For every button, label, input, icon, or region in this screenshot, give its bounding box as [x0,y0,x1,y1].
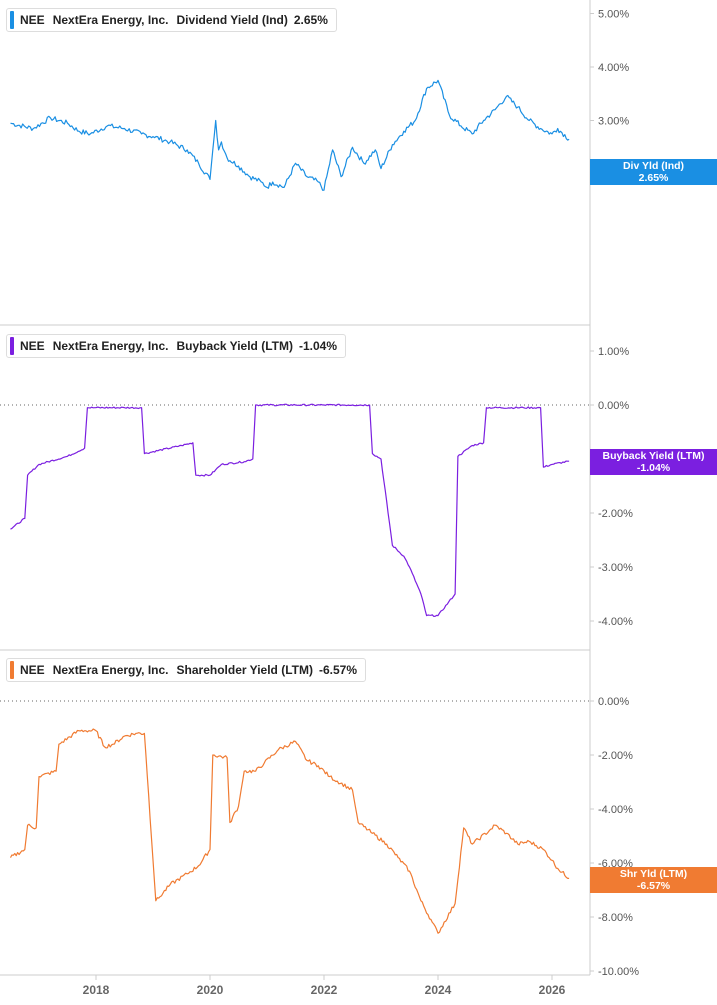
y-tick-label: -3.00% [598,562,633,574]
x-tick-label: 2018 [83,983,110,997]
y-tick-label: 1.00% [598,346,629,358]
badge-shareholder-yield: Shr Yld (LTM) -6.57% [590,867,717,893]
legend-value: -6.57% [318,663,358,677]
y-tick-label: 0.00% [598,696,629,708]
badge-dividend-yield: Div Yld (Ind) 2.65% [590,159,717,185]
badge-value: -6.57% [636,880,671,892]
y-tick-label: 4.00% [598,62,629,74]
badge-label: Shr Yld (LTM) [619,868,688,880]
dividend-yield-line [10,79,570,191]
y-tick-label: -4.00% [598,616,633,628]
legend-company: NextEra Energy, Inc. [52,13,169,27]
legend-dividend-yield: NEE NextEra Energy, Inc. Dividend Yield … [6,8,337,32]
badge-label: Div Yld (Ind) [622,160,685,172]
y-tick-label: -2.00% [598,508,633,520]
legend-shareholder-yield: NEE NextEra Energy, Inc. Shareholder Yie… [6,658,367,682]
badge-value: 2.65% [638,172,669,184]
badge-buyback-yield: Buyback Yield (LTM) -1.04% [590,449,717,475]
legend-company: NextEra Energy, Inc. [52,663,169,677]
legend-ticker: NEE [20,339,45,353]
y-tick-label: -8.00% [598,912,633,924]
legend-color-swatch [10,661,14,679]
y-tick-label: -10.00% [598,966,639,978]
buyback-yield-line [10,403,570,617]
legend-value: -1.04% [298,339,338,353]
y-tick-label: 0.00% [598,400,629,412]
y-tick-label: 5.00% [598,9,629,21]
legend-metric: Dividend Yield (Ind) [176,13,288,27]
legend-ticker: NEE [20,663,45,677]
y-tick-label: -4.00% [598,804,633,816]
y-tick-label: -2.00% [598,750,633,762]
badge-label: Buyback Yield (LTM) [602,450,705,462]
y-tick-label: 3.00% [598,116,629,128]
legend-color-swatch [10,337,14,355]
legend-metric: Shareholder Yield (LTM) [176,663,313,677]
legend-buyback-yield: NEE NextEra Energy, Inc. Buyback Yield (… [6,334,347,358]
legend-ticker: NEE [20,13,45,27]
x-tick-label: 2024 [425,983,452,997]
x-tick-label: 2026 [539,983,566,997]
x-tick-label: 2020 [197,983,224,997]
legend-company: NextEra Energy, Inc. [52,339,169,353]
legend-color-swatch [10,11,14,29]
badge-value: -1.04% [636,462,671,474]
legend-metric: Buyback Yield (LTM) [176,339,293,353]
x-tick-label: 2022 [311,983,338,997]
shareholder-yield-line [9,728,570,934]
legend-value: 2.65% [293,13,328,27]
